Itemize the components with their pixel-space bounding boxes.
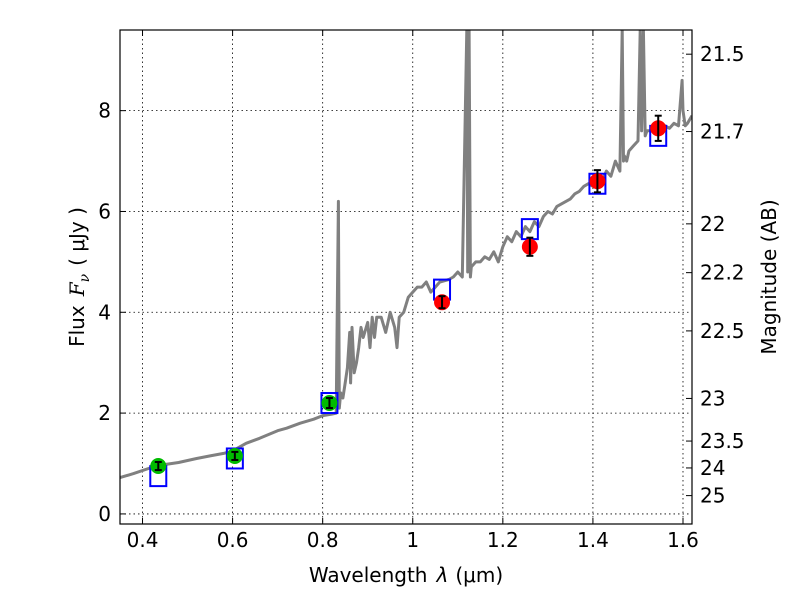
y2-axis-title: Magnitude (AB): [757, 199, 781, 354]
mag-tick-label: 22.2: [700, 261, 745, 285]
mag-tick-label: 21.7: [700, 120, 745, 144]
y-tick-label: 4: [98, 300, 111, 324]
y-tick-label: 8: [98, 99, 111, 123]
mag-tick-label: 22: [700, 212, 725, 236]
sed-line: [120, 30, 692, 480]
plot-area: [120, 30, 692, 488]
mag-tick-label: 23.5: [700, 429, 745, 453]
mag-tick-label: 21.5: [700, 42, 745, 66]
y-tick-label: 2: [98, 401, 111, 425]
mag-tick-label: 23: [700, 386, 725, 410]
mag-tick-label: 25: [700, 484, 725, 508]
y-tick-label: 6: [98, 199, 111, 223]
x-tick-label: 0.8: [307, 528, 339, 552]
x-tick-label: 1: [406, 528, 419, 552]
observed-points: [150, 114, 667, 475]
mag-tick-label: 22.5: [700, 319, 745, 343]
y-axis-title: FluxFν( μJy ): [65, 207, 93, 347]
plot-frame: [119, 29, 693, 525]
x-tick-label: 0.4: [127, 528, 159, 552]
x-tick-label: 1.6: [667, 528, 699, 552]
y-tick-label: 0: [98, 502, 111, 526]
x-axis-title: Wavelength λ (μm): [309, 563, 503, 587]
mag-tick-label: 24: [700, 456, 725, 480]
ticks: 0.4 0.6 0.8 1 1.2 1.4 1.60246821.521.72222.222…: [98, 30, 745, 552]
x-tick-label: 1.4: [577, 528, 609, 552]
x-tick-label: 1.2: [487, 528, 519, 552]
x-tick-label: 0.6: [217, 528, 249, 552]
